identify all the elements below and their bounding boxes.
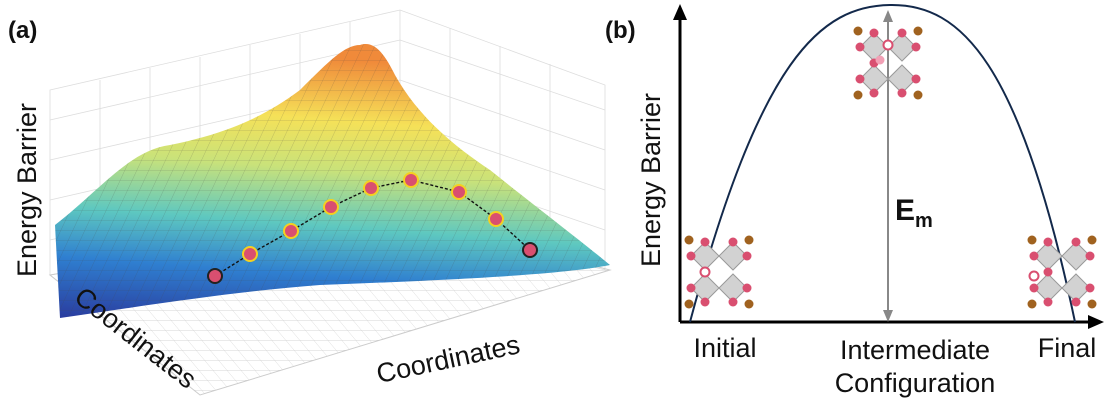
barrier-arrow <box>883 10 893 322</box>
x-label: Initial <box>693 333 756 363</box>
migrating-ion <box>876 56 885 65</box>
panel-label: (a) <box>8 17 37 44</box>
vacancy <box>1030 272 1039 281</box>
panel-label: (b) <box>605 17 636 44</box>
vacancy <box>701 268 710 277</box>
barrier-subscript: m <box>915 210 933 232</box>
vacancy <box>884 41 893 50</box>
x-axis-label: Coordinates <box>374 329 523 389</box>
x-label: Intermediate <box>840 335 990 365</box>
y-axis-label: Energy Barrier <box>12 103 42 277</box>
y-axis-label: Energy Barrier <box>636 93 666 267</box>
x-label: Final <box>1038 333 1097 363</box>
initial-structure <box>685 236 754 309</box>
barrier-symbol: E <box>895 194 915 227</box>
x-label: Configuration <box>835 368 996 398</box>
figure: (a) Energy Barrier Coordinates Coordinat… <box>0 0 1108 413</box>
barrier-label: Em <box>895 194 933 232</box>
final-structure <box>1028 236 1097 309</box>
